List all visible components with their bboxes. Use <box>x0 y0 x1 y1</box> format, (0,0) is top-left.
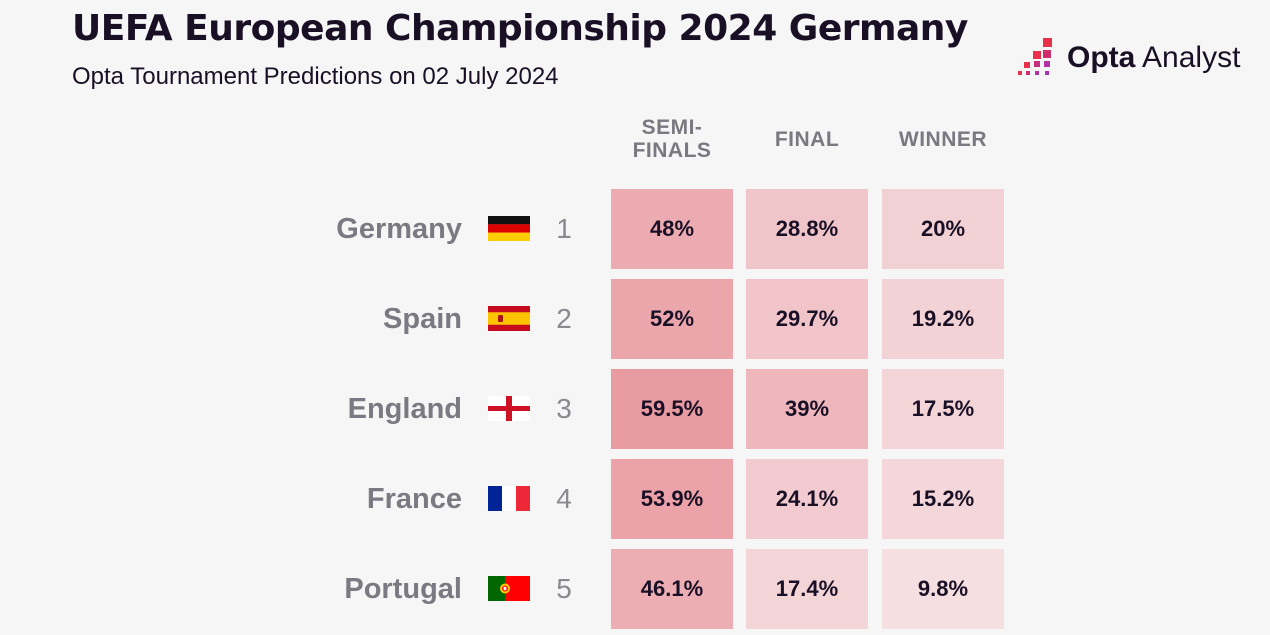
team-rank: 4 <box>556 483 572 514</box>
probability-cell: 19.2% <box>882 279 1004 359</box>
probability-cell: 20% <box>882 189 1004 269</box>
team-rank: 2 <box>556 303 572 334</box>
probability-cell: 39% <box>746 369 868 449</box>
probability-cell: 17.4% <box>746 549 868 629</box>
portugal-flag-icon <box>488 576 530 601</box>
team-rank: 3 <box>556 393 572 424</box>
france-flag-icon <box>488 486 530 511</box>
logo-text-light: Analyst <box>1142 41 1241 74</box>
column-header-line: FINALS <box>632 139 712 162</box>
column-header-line: SEMI- <box>641 116 703 139</box>
probability-cell: 17.5% <box>882 369 1004 449</box>
column-header-line: WINNER <box>898 128 988 151</box>
team-name: France <box>366 483 462 515</box>
probability-cell: 59.5% <box>611 369 733 449</box>
column-header: SEMI- FINALS <box>611 116 733 162</box>
team-rank: 5 <box>556 573 572 604</box>
probability-cell: 29.7% <box>746 279 868 359</box>
team-name: Germany <box>336 213 462 245</box>
probability-cell: 24.1% <box>746 459 868 539</box>
probability-cell: 15.2% <box>882 459 1004 539</box>
probability-cell: 48% <box>611 189 733 269</box>
team-name: Portugal <box>344 573 462 605</box>
probability-cell: 9.8% <box>882 549 1004 629</box>
probability-cell: 28.8% <box>746 189 868 269</box>
logo-text: Opta Analyst <box>1067 41 1240 75</box>
spain-flag-icon <box>488 306 530 331</box>
england-flag-icon <box>488 396 530 421</box>
column-header: FINAL <box>746 128 868 151</box>
probability-cell: 53.9% <box>611 459 733 539</box>
page-subtitle: Opta Tournament Predictions on 02 July 2… <box>72 63 559 90</box>
logo-text-bold: Opta <box>1067 41 1136 74</box>
opta-logo-icon <box>1018 38 1052 75</box>
germany-flag-icon <box>488 216 530 241</box>
column-header-line: FINAL <box>774 128 840 151</box>
column-header: WINNER <box>882 128 1004 151</box>
probability-cell: 46.1% <box>611 549 733 629</box>
opta-analyst-logo: Opta Analyst <box>1017 36 1240 80</box>
probability-cell: 52% <box>611 279 733 359</box>
team-name: Spain <box>383 303 462 335</box>
team-name: England <box>347 393 462 425</box>
page-title: UEFA European Championship 2024 Germany <box>72 8 968 49</box>
team-rank: 1 <box>556 213 572 244</box>
